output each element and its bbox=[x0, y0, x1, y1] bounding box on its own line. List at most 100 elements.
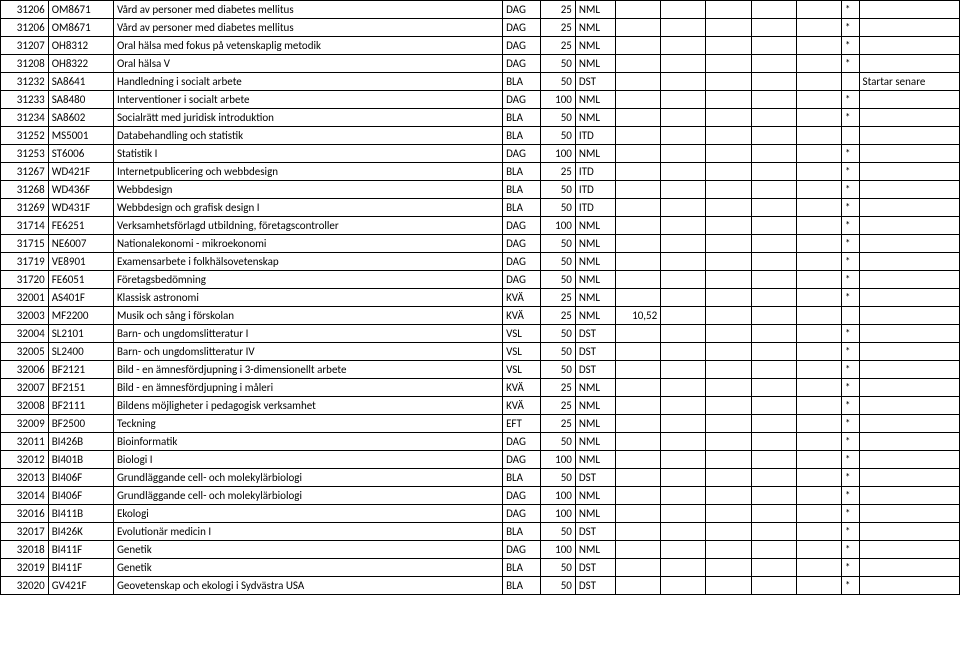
cell-e4 bbox=[751, 55, 796, 73]
cell-type: EFT bbox=[503, 415, 541, 433]
cell-e4 bbox=[751, 1, 796, 19]
cell-type: DAG bbox=[503, 541, 541, 559]
cell-desc: Geovetenskap och ekologi i Sydvästra USA bbox=[113, 577, 502, 595]
table-row: 32016BI411BEkologiDAG100NML* bbox=[1, 505, 960, 523]
cell-e3 bbox=[706, 163, 751, 181]
cell-e1 bbox=[616, 397, 661, 415]
cell-type: VSL bbox=[503, 361, 541, 379]
cell-code1: 32009 bbox=[1, 415, 49, 433]
cell-e2 bbox=[661, 163, 706, 181]
cell-desc: Webbdesign och grafisk design I bbox=[113, 199, 502, 217]
cell-code1: 32013 bbox=[1, 469, 49, 487]
cell-cat: ITD bbox=[575, 199, 615, 217]
cell-end bbox=[859, 343, 959, 361]
cell-type: KVÄ bbox=[503, 307, 541, 325]
cell-e1 bbox=[616, 487, 661, 505]
cell-code1: 31233 bbox=[1, 91, 49, 109]
table-row: 31269WD431FWebbdesign och grafisk design… bbox=[1, 199, 960, 217]
cell-code2: SA8480 bbox=[48, 91, 113, 109]
cell-desc: Barn- och ungdomslitteratur I bbox=[113, 325, 502, 343]
table-row: 31207OH8312Oral hälsa med fokus på veten… bbox=[1, 37, 960, 55]
cell-code1: 31269 bbox=[1, 199, 49, 217]
cell-e2 bbox=[661, 415, 706, 433]
cell-code2: ST6006 bbox=[48, 145, 113, 163]
cell-end bbox=[859, 559, 959, 577]
cell-code2: BI411F bbox=[48, 559, 113, 577]
cell-star: * bbox=[841, 451, 859, 469]
cell-code1: 31715 bbox=[1, 235, 49, 253]
cell-code1: 32005 bbox=[1, 343, 49, 361]
cell-e3 bbox=[706, 253, 751, 271]
cell-e1 bbox=[616, 559, 661, 577]
cell-code2: VE8901 bbox=[48, 253, 113, 271]
cell-e3 bbox=[706, 1, 751, 19]
cell-code1: 31253 bbox=[1, 145, 49, 163]
cell-desc: Grundläggande cell- och molekylärbiologi bbox=[113, 487, 502, 505]
cell-e5 bbox=[796, 1, 841, 19]
cell-cat: NML bbox=[575, 235, 615, 253]
cell-e2 bbox=[661, 91, 706, 109]
cell-e5 bbox=[796, 109, 841, 127]
cell-e5 bbox=[796, 253, 841, 271]
cell-e1 bbox=[616, 1, 661, 19]
cell-e1 bbox=[616, 343, 661, 361]
cell-e1 bbox=[616, 55, 661, 73]
cell-num: 50 bbox=[540, 559, 575, 577]
cell-cat: NML bbox=[575, 397, 615, 415]
cell-code2: SL2400 bbox=[48, 343, 113, 361]
cell-code2: BF2111 bbox=[48, 397, 113, 415]
cell-e5 bbox=[796, 433, 841, 451]
cell-code1: 32008 bbox=[1, 397, 49, 415]
cell-code2: BF2151 bbox=[48, 379, 113, 397]
cell-e2 bbox=[661, 1, 706, 19]
cell-end bbox=[859, 163, 959, 181]
table-row: 31232SA8641Handledning i socialt arbeteB… bbox=[1, 73, 960, 91]
cell-e3 bbox=[706, 217, 751, 235]
cell-e2 bbox=[661, 379, 706, 397]
cell-e4 bbox=[751, 127, 796, 145]
cell-num: 100 bbox=[540, 487, 575, 505]
cell-e3 bbox=[706, 307, 751, 325]
cell-type: DAG bbox=[503, 145, 541, 163]
cell-e4 bbox=[751, 451, 796, 469]
cell-num: 50 bbox=[540, 253, 575, 271]
cell-code2: WD431F bbox=[48, 199, 113, 217]
cell-e5 bbox=[796, 505, 841, 523]
cell-code1: 31267 bbox=[1, 163, 49, 181]
cell-e3 bbox=[706, 469, 751, 487]
table-row: 31206OM8671Vård av personer med diabetes… bbox=[1, 1, 960, 19]
cell-e1 bbox=[616, 505, 661, 523]
cell-e2 bbox=[661, 217, 706, 235]
cell-cat: DST bbox=[575, 361, 615, 379]
cell-e5 bbox=[796, 523, 841, 541]
cell-desc: Handledning i socialt arbete bbox=[113, 73, 502, 91]
cell-e2 bbox=[661, 253, 706, 271]
cell-type: DAG bbox=[503, 451, 541, 469]
cell-e3 bbox=[706, 361, 751, 379]
cell-e3 bbox=[706, 451, 751, 469]
cell-num: 50 bbox=[540, 199, 575, 217]
cell-e2 bbox=[661, 523, 706, 541]
cell-star: * bbox=[841, 487, 859, 505]
cell-e4 bbox=[751, 343, 796, 361]
cell-end bbox=[859, 379, 959, 397]
cell-e3 bbox=[706, 145, 751, 163]
cell-e5 bbox=[796, 469, 841, 487]
cell-e5 bbox=[796, 181, 841, 199]
cell-e4 bbox=[751, 235, 796, 253]
cell-type: DAG bbox=[503, 19, 541, 37]
cell-code2: FE6251 bbox=[48, 217, 113, 235]
cell-e1 bbox=[616, 109, 661, 127]
cell-code1: 32004 bbox=[1, 325, 49, 343]
cell-num: 50 bbox=[540, 361, 575, 379]
cell-e3 bbox=[706, 415, 751, 433]
cell-code2: WD436F bbox=[48, 181, 113, 199]
cell-desc: Bild - en ämnesfördjupning i 3-dimension… bbox=[113, 361, 502, 379]
cell-code2: BI401B bbox=[48, 451, 113, 469]
cell-code1: 32019 bbox=[1, 559, 49, 577]
cell-type: BLA bbox=[503, 73, 541, 91]
cell-e4 bbox=[751, 181, 796, 199]
cell-end bbox=[859, 127, 959, 145]
cell-e1 bbox=[616, 163, 661, 181]
cell-e1 bbox=[616, 433, 661, 451]
